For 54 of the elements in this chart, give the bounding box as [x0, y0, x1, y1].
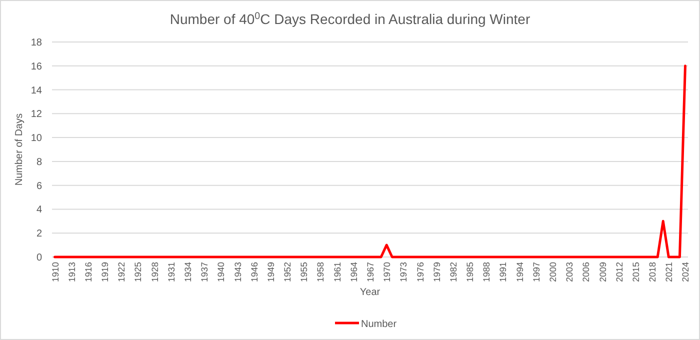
y-tick-label: 18	[30, 38, 42, 48]
x-tick-label: 1943	[232, 262, 243, 282]
y-tick-label: 0	[36, 252, 42, 264]
x-tick-label: 1967	[366, 262, 376, 282]
x-tick-label: 1910	[50, 262, 60, 282]
y-tick-label: 10	[30, 133, 42, 144]
y-axis-title: Number of Days	[14, 113, 25, 186]
x-tick-label: 1925	[133, 262, 144, 282]
y-tick-label: 8	[36, 156, 42, 168]
y-tick-label: 14	[30, 85, 42, 96]
x-tick-label: 1952	[282, 262, 293, 282]
x-tick-label: 1913	[66, 262, 77, 282]
x-tick-label: 1931	[166, 262, 176, 282]
x-tick-label: 1964	[348, 262, 359, 282]
x-axis-title: Year	[360, 287, 381, 298]
x-tick-label: 1961	[332, 262, 342, 282]
x-tick-label: 1922	[116, 262, 127, 282]
x-tick-label: 2018	[648, 262, 658, 282]
x-tick-label: 2000	[548, 262, 558, 282]
x-tick-label: 1973	[398, 262, 409, 282]
chart-title: Number of 40$^{0}$C Days Recorded in Australia during Winter	[170, 10, 530, 27]
x-tick-label: 1916	[83, 262, 94, 282]
x-tick-label: 1979	[432, 262, 442, 282]
x-tick-label: 2015	[630, 262, 641, 282]
y-tick-label: 4	[36, 204, 42, 216]
y-tick-label: 16	[30, 61, 42, 72]
y-tick-label: 2	[36, 228, 42, 240]
x-tick-label: 1970	[382, 262, 392, 282]
x-tick-label: 2009	[598, 262, 608, 282]
x-tick-label: 2003	[564, 262, 575, 282]
x-tick-label: 1946	[249, 262, 260, 282]
x-tick-label: 1958	[316, 262, 326, 282]
x-tick-label: 1982	[448, 262, 458, 282]
x-tick-label: 1985	[465, 262, 476, 282]
y-tick-label: 12	[30, 109, 42, 120]
x-tick-label: 2012	[614, 262, 624, 282]
x-tick-label: 2021	[664, 262, 674, 282]
x-tick-label: 1928	[150, 262, 160, 282]
y-tick-label: 6	[36, 180, 42, 192]
x-tick-label: 1976	[415, 262, 426, 282]
x-tick-label: 1934	[182, 262, 193, 282]
x-tick-label: 2024	[680, 262, 691, 282]
x-tick-label: 1949	[266, 262, 276, 282]
x-tick-label: 1955	[299, 262, 310, 282]
x-tick-label: 1940	[216, 262, 226, 282]
x-tick-label: 1997	[531, 262, 542, 282]
line-series	[54, 64, 686, 258]
x-tick-label: 1988	[482, 262, 492, 282]
legend-label: Number	[361, 319, 398, 330]
x-tick-label: 1919	[100, 262, 110, 282]
x-tick-label: 1991	[498, 262, 508, 282]
x-tick-label: 2006	[581, 262, 592, 282]
x-tick-label: 1937	[200, 262, 210, 282]
x-tick-label: 1994	[514, 262, 525, 282]
